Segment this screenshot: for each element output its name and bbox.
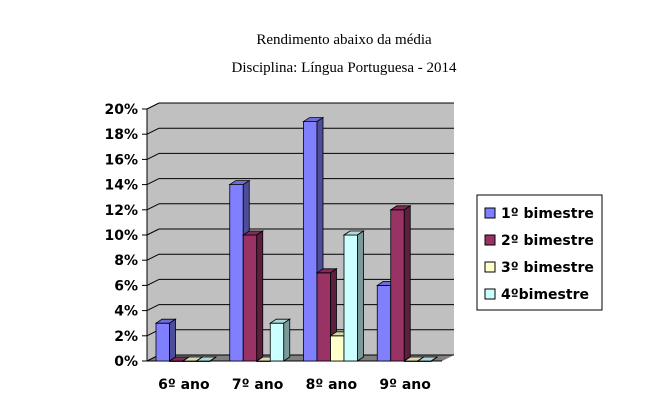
x-tick-label: 8º ano [306, 377, 358, 393]
gridline-depth [146, 228, 160, 236]
bar [389, 205, 412, 362]
legend-swatch [484, 288, 496, 300]
legend-box [476, 194, 603, 311]
legend-label: 1º bimestre [501, 206, 594, 222]
x-tick-label: 7º ano [232, 377, 284, 393]
bars [154, 116, 439, 362]
legend-swatch [484, 207, 496, 219]
chart-subtitle: Disciplina: Língua Portuguesa - 2014 [232, 60, 457, 76]
legend-swatch [484, 234, 496, 246]
bar [268, 318, 292, 362]
bar [154, 318, 177, 362]
chart-title: Rendimento abaixo da média [256, 32, 432, 48]
gridline-depth [146, 304, 160, 312]
gridline-depth [146, 102, 160, 110]
y-tick-label: 0% [114, 354, 138, 370]
gridline-depth [146, 203, 160, 211]
gridline-depth [146, 253, 160, 261]
y-tick-label: 20% [104, 102, 138, 118]
y-tick-label: 2% [114, 329, 138, 345]
x-tick-label: 6º ano [158, 377, 210, 393]
y-tick-label: 12% [104, 203, 138, 219]
y-tick-label: 14% [104, 178, 138, 194]
bar [195, 356, 218, 362]
y-tick-label: 4% [114, 304, 138, 320]
legend-label: 2º bimestre [501, 233, 594, 249]
legend-label: 3º bimestre [501, 260, 594, 276]
y-tick-label: 18% [104, 127, 138, 143]
y-tick-label: 10% [104, 228, 138, 244]
y-tick-label: 16% [104, 152, 138, 168]
gridline-depth [146, 127, 160, 135]
y-tick-label: 8% [114, 253, 138, 269]
bar [342, 230, 365, 362]
y-tick-label: 6% [114, 278, 138, 294]
bar [416, 356, 439, 362]
gridline-depth [146, 278, 160, 286]
y-axis-ticks: 0% 2% 4% 6% 8% 10% 12% 14% 16% 18% 20% [104, 102, 147, 370]
x-axis-categories: 6º ano 7º ano 8º ano 9º ano [158, 377, 431, 393]
x-tick-label: 9º ano [379, 377, 431, 393]
gridline-depth [146, 178, 160, 186]
bar [241, 230, 265, 362]
legend-label: 4ºbimestre [501, 287, 589, 303]
gridline-depth [146, 152, 160, 160]
legend-swatch [484, 261, 496, 273]
legend: 1º bimestre 2º bimestre 3º bimestre 4ºbimes… [476, 194, 603, 311]
